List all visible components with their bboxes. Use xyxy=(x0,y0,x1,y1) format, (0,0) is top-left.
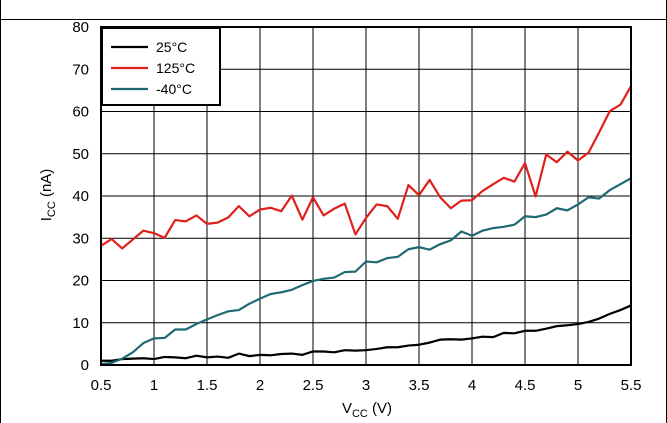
x-axis-label-sub: CC xyxy=(352,408,368,420)
y-tick-label: 80 xyxy=(72,19,89,36)
legend-label-25c: 25°C xyxy=(156,39,187,55)
series-line-125c xyxy=(99,85,633,250)
x-tick-label: 3.5 xyxy=(409,377,430,394)
x-tick-label: 4.5 xyxy=(515,377,536,394)
x-tick-label: 2.5 xyxy=(303,377,324,394)
legend-label-125c: 125°C xyxy=(156,60,195,76)
series-layer xyxy=(99,85,633,366)
y-tick-label: 10 xyxy=(72,315,89,332)
y-axis-label-sub: CC xyxy=(46,201,58,217)
x-tick-label: 1.5 xyxy=(197,377,218,394)
x-tick-label: 3 xyxy=(362,377,370,394)
y-tick-label: 50 xyxy=(72,146,89,163)
y-tick-label: 30 xyxy=(72,230,89,247)
legend: 25°C 125°C -40°C xyxy=(101,27,221,106)
x-axis-label-main: V xyxy=(342,400,352,417)
y-axis-label-unit: (nA) xyxy=(38,169,55,202)
x-tick-label: 5.5 xyxy=(621,377,642,394)
plot-area xyxy=(100,26,632,366)
series-line-minus40c xyxy=(99,177,633,366)
x-tick-label: 1 xyxy=(150,377,158,394)
x-tick-label: 2 xyxy=(256,377,264,394)
x-axis-label-unit: (V) xyxy=(368,400,392,417)
y-tick-label: 0 xyxy=(81,357,89,374)
legend-box xyxy=(101,27,221,106)
y-tick-label: 40 xyxy=(72,188,89,205)
y-tick-label: 60 xyxy=(72,104,89,121)
legend-label-minus40c: -40°C xyxy=(156,81,192,97)
y-axis-ticks: 0 10 20 30 40 50 60 70 80 xyxy=(72,19,89,374)
x-tick-label: 0.5 xyxy=(91,377,112,394)
y-axis-label-main: I xyxy=(38,217,55,221)
x-axis-ticks: 0.5 1 1.5 2 2.5 3 3.5 4 4.5 5 5.5 xyxy=(91,377,642,394)
series-line-25c xyxy=(99,304,633,362)
y-axis-label: ICC (nA) xyxy=(38,169,58,222)
x-tick-label: 4 xyxy=(468,377,476,394)
x-tick-label: 5 xyxy=(574,377,582,394)
y-tick-label: 70 xyxy=(72,61,89,78)
x-axis-label: VCC (V) xyxy=(342,400,392,420)
y-tick-label: 20 xyxy=(72,273,89,290)
